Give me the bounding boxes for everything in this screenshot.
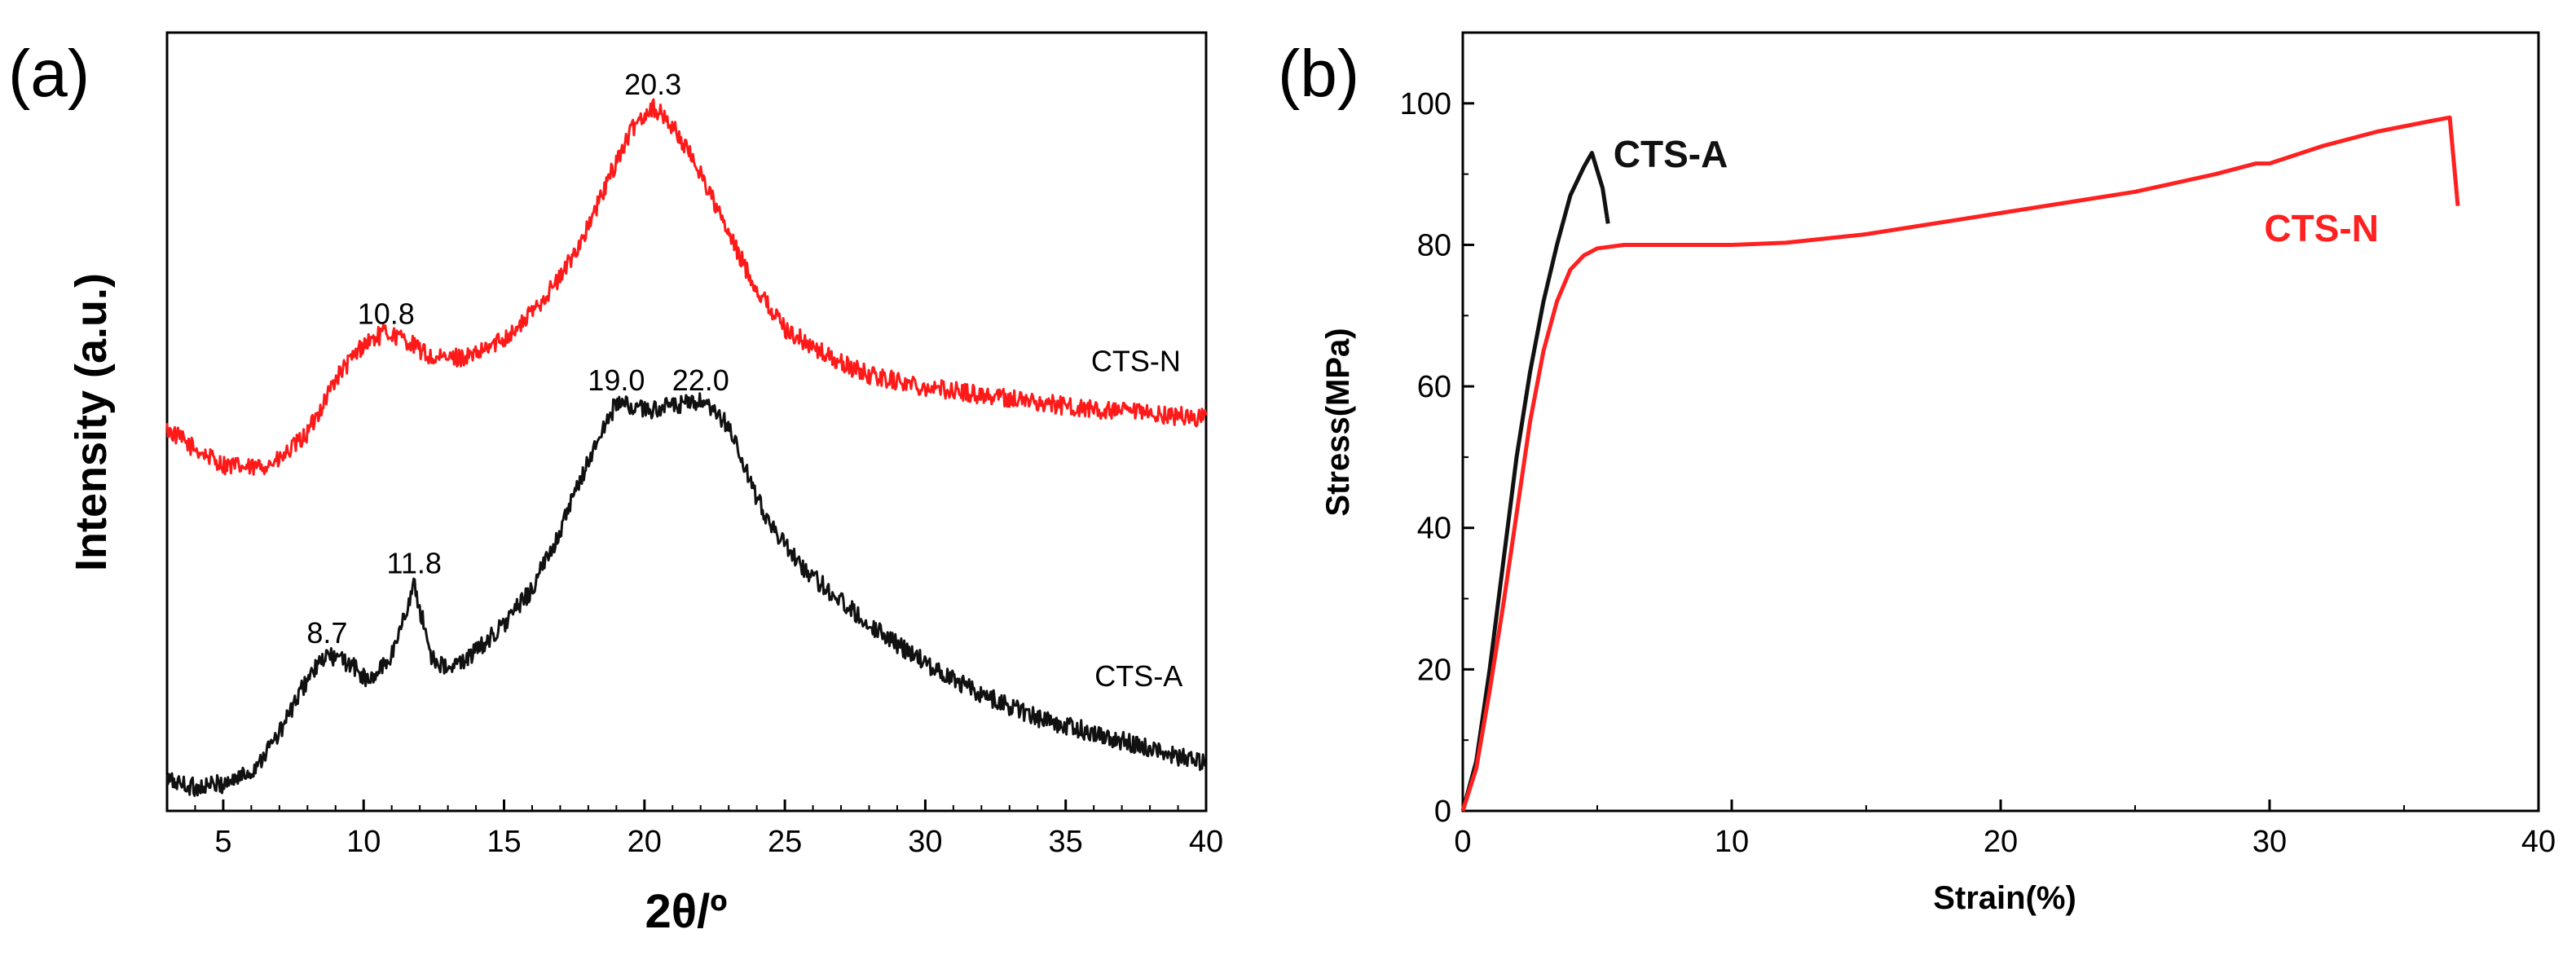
panel-b-y-axis-label: Stress(MPa) bbox=[1320, 328, 1356, 516]
panel-a-x-tick-label-30: 30 bbox=[908, 825, 942, 859]
panel-b-y-tick-label-40: 40 bbox=[1417, 512, 1451, 546]
panel-a-series bbox=[165, 98, 1208, 797]
panel-b-y-tick-label-20: 20 bbox=[1417, 653, 1451, 687]
series-line-cts-a bbox=[165, 392, 1208, 797]
panel-b-label: (b) bbox=[1278, 37, 1359, 111]
curve-label-cts-a: CTS-A bbox=[1094, 659, 1182, 693]
panel-b-x-axis-label: Strain(%) bbox=[1933, 880, 2076, 916]
panel-a-x-tick-label-10: 10 bbox=[346, 825, 381, 859]
panel-a-x-ticks: 5 10 15 20 25 30 35 40 bbox=[166, 799, 1223, 859]
panel-b-y-tick-label-60: 60 bbox=[1417, 370, 1451, 404]
curve-label-cts-a: CTS-A bbox=[1614, 133, 1728, 175]
panel-b-x-tick-label-40: 40 bbox=[2521, 825, 2556, 859]
curve-label-cts-n: CTS-N bbox=[2264, 207, 2379, 249]
panel-b-x-tick-label-30: 30 bbox=[2252, 825, 2287, 859]
panel-a-label: (a) bbox=[8, 37, 90, 111]
peak-label-20-3: 20.3 bbox=[624, 68, 681, 101]
panel-a-x-tick-label-20: 20 bbox=[627, 825, 662, 859]
panel-b-y-tick-label-0: 0 bbox=[1434, 795, 1451, 829]
panel-a-x-tick-label-15: 15 bbox=[487, 825, 521, 859]
peak-label-10-8: 10.8 bbox=[358, 297, 415, 331]
peak-label-8-7: 8.7 bbox=[306, 616, 347, 650]
panel-a-frame bbox=[165, 31, 1208, 813]
series-line-cts-a bbox=[1460, 151, 1610, 812]
panel-b-annotations: CTS-A CTS-N bbox=[1614, 133, 2379, 249]
panel-b-y-tick-label-80: 80 bbox=[1417, 228, 1451, 262]
series-line-cts-n bbox=[165, 98, 1208, 476]
panel-a-x-tick-label-35: 35 bbox=[1049, 825, 1083, 859]
panel-a-annotations: 20.3 10.8 19.0 22.0 11.8 8.7 CTS-N CTS-A bbox=[306, 68, 1182, 693]
panel-a-x-tick-label-5: 5 bbox=[214, 825, 231, 859]
panel-a-x-axis-label: 2θ/º bbox=[645, 885, 728, 938]
panel-b-x-tick-label-0: 0 bbox=[1454, 825, 1471, 859]
panel-a-x-tick-label-40: 40 bbox=[1189, 825, 1223, 859]
panel-b-stress-strain-chart: (b) 0 10 20 30 40 0 20 40 60 80 100 CTS-A CTS-N Str… bbox=[1278, 31, 2556, 916]
panel-b-x-tick-label-20: 20 bbox=[1984, 825, 2018, 859]
panel-a-xrd-chart: (a) 5 10 15 20 25 30 35 40 20.3 10.8 19.0 22.0 11.8… bbox=[8, 31, 1223, 938]
panel-b-series bbox=[1460, 115, 2460, 812]
peak-label-11-8: 11.8 bbox=[387, 546, 442, 579]
panel-b-axis-ticks: 0 10 20 30 40 0 20 40 60 80 100 bbox=[1400, 87, 2556, 859]
panel-a-x-tick-label-25: 25 bbox=[768, 825, 802, 859]
peak-label-19-0: 19.0 bbox=[588, 363, 645, 397]
panel-a-y-axis-label: Intensity (a.u.) bbox=[67, 273, 116, 571]
curve-label-cts-n: CTS-N bbox=[1091, 344, 1181, 377]
peak-label-22-0: 22.0 bbox=[672, 363, 729, 397]
panel-b-y-tick-label-100: 100 bbox=[1400, 87, 1451, 121]
series-line-cts-n bbox=[1460, 115, 2460, 812]
panel-b-x-tick-label-10: 10 bbox=[1715, 825, 1749, 859]
